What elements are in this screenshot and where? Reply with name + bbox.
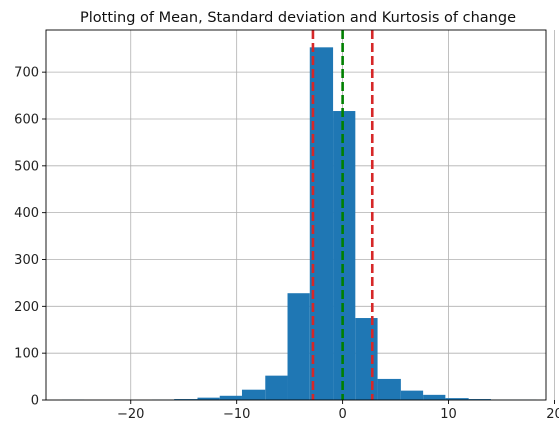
histogram-bar bbox=[197, 397, 220, 400]
histogram-bar bbox=[445, 398, 469, 400]
histogram-bar bbox=[265, 375, 288, 400]
histogram-bar bbox=[355, 318, 378, 400]
x-tick-label: 10 bbox=[440, 407, 457, 422]
y-tick-label: 700 bbox=[14, 66, 39, 81]
y-tick-label: 100 bbox=[14, 347, 39, 362]
histogram-bar bbox=[287, 293, 310, 400]
y-tick-label: 0 bbox=[31, 394, 39, 409]
histogram-bar bbox=[468, 399, 491, 400]
histogram-bar bbox=[174, 399, 198, 400]
reference-lines bbox=[311, 30, 374, 400]
x-tick-label: −20 bbox=[117, 407, 144, 422]
x-tick-label: 0 bbox=[338, 407, 346, 422]
histogram-bar bbox=[241, 389, 266, 400]
x-axis-ticks: −20 −10 0 10 20 bbox=[117, 400, 559, 422]
y-tick-label: 600 bbox=[14, 112, 39, 127]
y-tick-label: 500 bbox=[14, 159, 39, 174]
y-tick-label: 300 bbox=[14, 253, 39, 268]
histogram-bars bbox=[61, 47, 537, 401]
histogram-bar bbox=[219, 395, 242, 400]
histogram-bar bbox=[333, 111, 356, 400]
y-axis-ticks: 0 100 200 300 400 500 600 700 bbox=[14, 66, 46, 409]
y-tick-label: 200 bbox=[14, 300, 39, 315]
chart-title: Plotting of Mean, Standard deviation and… bbox=[80, 10, 516, 26]
histogram-bar bbox=[400, 390, 424, 400]
histogram-bar bbox=[423, 394, 446, 400]
plot-frame bbox=[45, 29, 547, 401]
axes bbox=[45, 29, 547, 401]
x-tick-label: −10 bbox=[223, 407, 250, 422]
histogram-bar bbox=[309, 47, 334, 401]
y-tick-label: 400 bbox=[14, 206, 39, 221]
histogram-bar bbox=[377, 378, 401, 400]
x-tick-label: 20 bbox=[546, 407, 559, 422]
